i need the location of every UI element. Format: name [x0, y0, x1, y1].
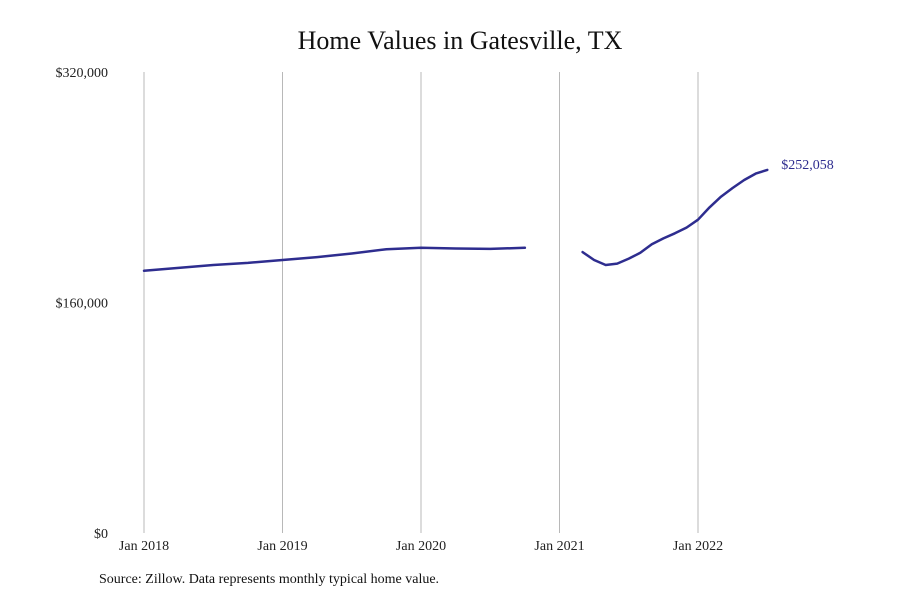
y-tick-label: $0	[94, 527, 108, 542]
chart-title: Home Values in Gatesville, TX	[297, 26, 623, 55]
x-tick-label: Jan 2021	[534, 539, 584, 554]
gridlines	[143, 72, 699, 533]
x-tick-label: Jan 2022	[673, 539, 723, 554]
series-line	[142, 246, 527, 273]
y-axis-labels: $0 $160,000 $320,000	[56, 66, 109, 542]
x-axis-labels: Jan 2018 Jan 2019 Jan 2020 Jan 2021 Jan 2022	[119, 539, 723, 554]
end-value-label: $252,058	[781, 158, 834, 173]
series-line	[581, 168, 769, 267]
y-tick-label: $160,000	[56, 297, 109, 312]
x-tick-label: Jan 2020	[396, 539, 446, 554]
source-note: Source: Zillow. Data represents monthly …	[99, 572, 440, 587]
series-lines	[142, 168, 769, 273]
x-tick-label: Jan 2018	[119, 539, 169, 554]
y-tick-label: $320,000	[56, 66, 109, 81]
x-tick-label: Jan 2019	[257, 539, 307, 554]
